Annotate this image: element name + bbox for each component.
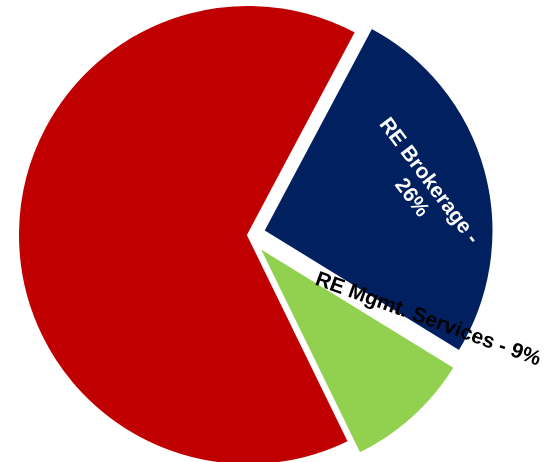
- pie-slice-largest: [17, 4, 358, 462]
- pie-slice-re-mgmt-services-9: [256, 244, 457, 455]
- pie-slices: [17, 4, 495, 462]
- pie-slice-re-brokerage: [262, 26, 495, 353]
